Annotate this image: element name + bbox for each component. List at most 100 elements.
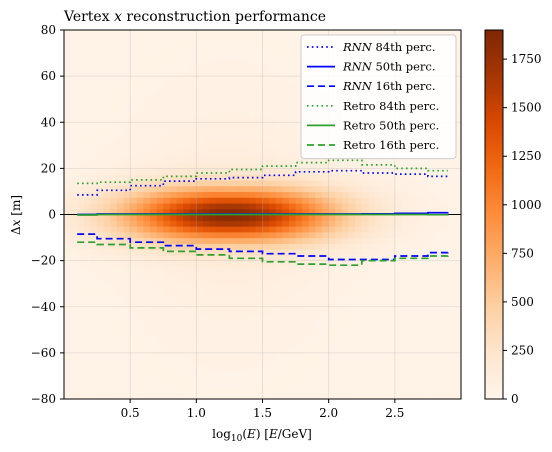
heatmap-cell [394,191,403,198]
heatmap-cell [77,93,85,100]
heatmap-cell [255,370,264,377]
heatmap-cell [454,93,462,100]
heatmap-cell [447,300,455,308]
heatmap-cell [83,272,92,279]
heatmap-cell [421,179,429,187]
heatmap-cell [262,64,270,71]
heatmap-cell [130,387,138,394]
heatmap-cell [70,41,78,48]
heatmap-cell [341,381,350,389]
heatmap-cell [222,110,231,118]
heatmap-cell [328,272,336,279]
heatmap-cell [401,375,409,383]
heatmap-cell [90,179,98,187]
heatmap-cell [156,266,164,273]
heatmap-cell [202,352,211,360]
heatmap-cell [414,162,422,169]
heatmap-cell [183,110,191,118]
heatmap-cell [275,260,283,267]
heatmap-cell [189,370,197,377]
heatmap-cell [70,185,78,193]
heatmap-cell [361,249,369,256]
heatmap-cell [110,30,118,37]
heatmap-cell [348,237,356,244]
heatmap-cell [282,300,290,308]
heatmap-cell [408,174,416,181]
heatmap-cell [64,110,72,118]
heatmap-cell [255,122,264,129]
heatmap-cell [414,381,422,389]
heatmap-cell [315,30,323,37]
heatmap-cell [388,393,396,400]
heatmap-cell [302,226,310,233]
heatmap-cell [341,358,350,366]
heatmap-cell [103,139,111,146]
heatmap-cell [454,76,462,83]
heatmap-cell [288,30,297,37]
heatmap-cell [302,300,310,308]
heatmap-cell [388,364,396,371]
heatmap-cell [189,226,197,233]
heatmap-cell [355,156,363,164]
heatmap-cell [368,300,376,308]
heatmap-cell [421,220,429,227]
heatmap-cell [103,300,111,308]
heatmap-cell [97,231,105,239]
heatmap-cell [401,387,409,394]
heatmap-cell [116,226,125,233]
heatmap-cell [242,300,250,308]
heatmap-cell [176,260,184,267]
heatmap-cell [249,47,257,54]
heatmap-cell [202,295,211,302]
heatmap-cell [130,139,138,146]
heatmap-cell [83,35,92,43]
heatmap-cell [176,162,184,169]
heatmap-cell [202,306,211,314]
heatmap-cell [322,185,330,193]
heatmap-cell [150,375,158,383]
heatmap-cell [361,387,369,394]
heatmap-cell [269,35,277,43]
heatmap-cell [368,202,376,210]
heatmap-cell [328,214,336,221]
heatmap-cell [163,87,171,95]
heatmap-cell [136,179,144,187]
heatmap-cell [123,358,131,366]
heatmap-cell [249,64,257,71]
heatmap-cell [421,393,429,400]
heatmap-cell [143,243,151,250]
heatmap-cell [381,352,389,360]
x-axis-ticks: 0.5 1.0 1.5 2.0 2.5 [121,399,404,420]
heatmap-cell [110,220,118,227]
heatmap-cell [368,208,376,216]
heatmap-cell [275,352,283,360]
heatmap-cell [136,254,144,262]
heatmap-cell [229,208,237,216]
heatmap-cell [308,272,317,279]
heatmap-cell [196,335,204,342]
heatmap-cell [434,393,442,400]
heatmap-cell [249,387,257,394]
heatmap-cell [90,335,98,342]
heatmap-cell [341,237,350,244]
heatmap-cell [77,30,85,37]
heatmap-cell [103,179,111,187]
heatmap-cell [322,220,330,227]
heatmap-cell [302,324,310,331]
heatmap-cell [335,387,343,394]
heatmap-cell [361,191,369,198]
heatmap-cell [189,133,197,141]
heatmap-cell [136,289,144,296]
heatmap-cell [103,174,111,181]
heatmap-cell [288,122,297,129]
heatmap-cell [308,226,317,233]
heatmap-cell [322,295,330,302]
heatmap-cell [341,272,350,279]
heatmap-cell [302,283,310,291]
heatmap-cell [143,185,151,193]
heatmap-cell [242,272,250,279]
heatmap-cell [116,352,125,360]
heatmap-cell [454,370,462,377]
heatmap-cell [441,324,449,331]
heatmap-cell [236,352,244,360]
